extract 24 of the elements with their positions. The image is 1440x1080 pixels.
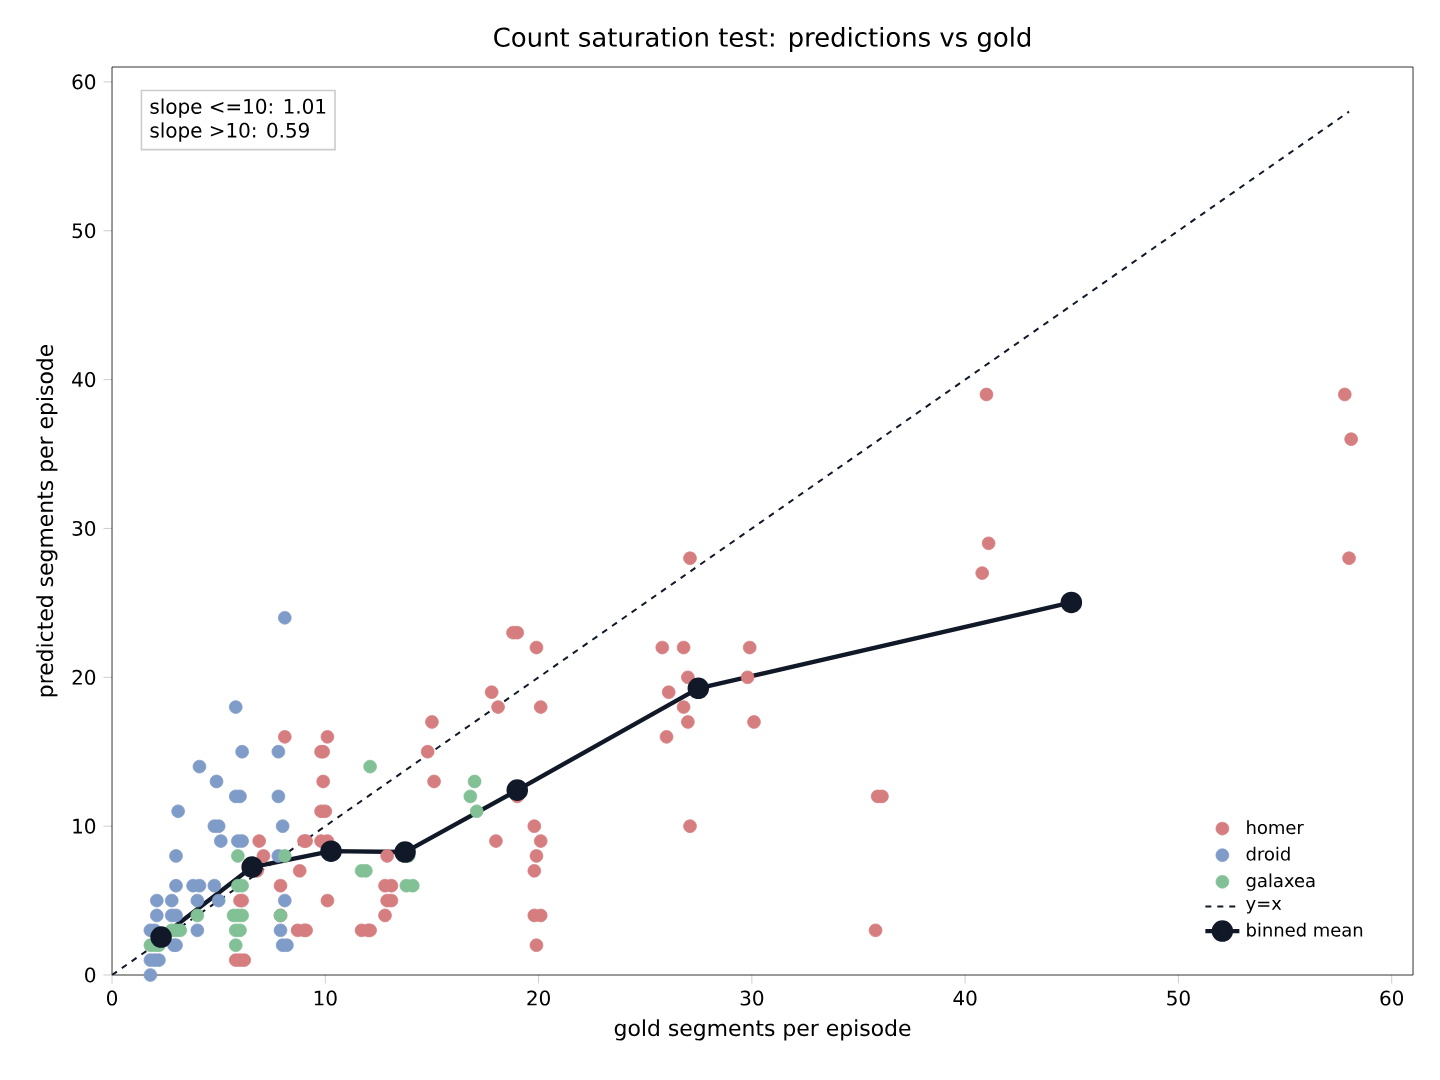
legend-label: y=x: [1246, 900, 1282, 914]
y-tick-label: 30: [72, 520, 96, 536]
x-axis-title: gold segments per episode: [614, 1019, 911, 1041]
chart-title: Count saturation test: predictions vs gold: [494, 26, 1031, 52]
y-tick-label: 10: [73, 818, 96, 834]
annotation: slope >10: 0.59: [150, 122, 309, 142]
x-tick-label: 40: [953, 990, 977, 1006]
y-axis-title: predicted segments per episode: [36, 344, 58, 697]
x-tick-label: 30: [740, 990, 764, 1006]
annotation: slope <=10: 1.01: [150, 98, 326, 118]
y-tick-label: 60: [72, 74, 96, 90]
x-tick-label: 60: [1380, 990, 1404, 1006]
legend-label: galaxea: [1246, 873, 1315, 891]
x-tick-label: 20: [527, 990, 550, 1006]
y-tick-label: 0: [85, 967, 96, 983]
y-tick-label: 50: [72, 223, 96, 239]
x-tick-label: 0: [107, 990, 118, 1006]
x-tick-label: 10: [314, 990, 337, 1006]
x-tick-label: 50: [1167, 990, 1190, 1006]
legend-label: binned mean: [1247, 922, 1363, 937]
y-tick-label: 20: [72, 669, 96, 685]
y-tick-label: 40: [72, 372, 96, 388]
legend-label: homer: [1247, 820, 1304, 835]
legend-label: droid: [1246, 846, 1290, 861]
